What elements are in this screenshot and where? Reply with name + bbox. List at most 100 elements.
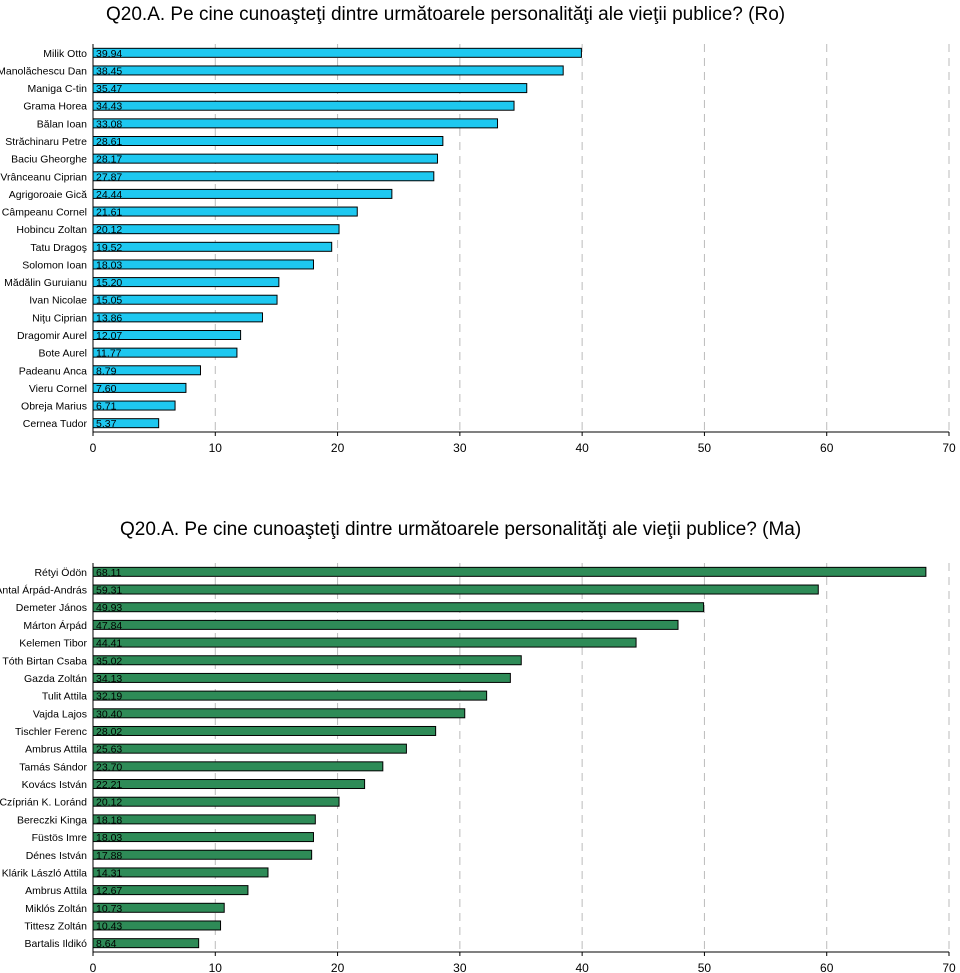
chart-title-ro: Q20.A. Pe cine cunoaşteţi dintre următoa… — [106, 4, 786, 25]
ma-bar — [92, 602, 705, 613]
ma-bar — [92, 708, 466, 719]
ma-x-tick-label: 30 — [453, 961, 467, 973]
ro-category-label: Padeanu Anca — [19, 365, 87, 377]
ma-bar — [92, 832, 314, 843]
ma-value-label: 18.18 — [96, 814, 122, 826]
ma-bar — [92, 619, 679, 630]
ro-bar — [92, 65, 564, 76]
ro-bar — [92, 365, 201, 376]
ro-x-tick-label: 20 — [331, 441, 345, 455]
ma-bar — [92, 779, 366, 790]
ma-x-tick-label: 70 — [942, 961, 956, 973]
ro-value-label: 13.86 — [96, 312, 122, 324]
chart-ma-plot: 0 10 20 30 40 50 60 70 Rétyi Ödön 68.11 Antal Árpá… — [0, 563, 956, 973]
ro-category-label: Obreja Marius — [21, 401, 87, 413]
ma-bar — [92, 938, 200, 949]
ma-category-label: Tittesz Zoltán — [24, 920, 87, 932]
ro-value-label: 28.61 — [96, 136, 122, 148]
ma-bar — [92, 743, 407, 754]
ro-category-label: Baciu Gheorghe — [11, 154, 87, 166]
chart-title-ma: Q20.A. Pe cine cunoaşteţi dintre următoa… — [120, 519, 802, 540]
ma-value-label: 30.40 — [96, 708, 122, 720]
ma-x-tick-label: 10 — [209, 961, 223, 973]
ma-value-label: 23.70 — [96, 761, 122, 773]
ro-category-label: Maniga C-tin — [27, 83, 87, 95]
ro-value-label: 6.71 — [96, 401, 117, 413]
ro-category-label: Ivan Nicolae — [29, 295, 87, 307]
ma-value-label: 14.31 — [96, 867, 122, 879]
ro-bar — [92, 382, 187, 393]
ro-bar — [92, 277, 280, 288]
ro-value-label: 35.47 — [96, 83, 122, 95]
ma-category-label: Antal Árpád-András — [0, 584, 87, 597]
ma-bar — [92, 849, 313, 860]
ma-bar — [92, 867, 269, 878]
ma-bar — [92, 690, 488, 701]
ro-bar — [92, 259, 314, 270]
ma-category-label: Ambrus Attila — [25, 744, 87, 756]
ma-category-label: Rétyi Ödön — [34, 567, 87, 579]
ma-value-label: 59.31 — [96, 585, 122, 597]
ma-bar — [92, 655, 522, 666]
ro-bar — [92, 83, 528, 94]
ro-bar — [92, 188, 393, 199]
ro-x-tick-label: 60 — [820, 441, 834, 455]
ro-x-tick-label: 0 — [90, 441, 97, 455]
ro-bar — [92, 171, 435, 182]
ma-category-label: Klárik László Attila — [2, 867, 87, 879]
ro-category-label: Solomon Ioan — [22, 259, 87, 271]
ro-category-label: Milik Otto — [43, 48, 87, 60]
ro-value-label: 24.44 — [96, 189, 122, 201]
ma-x-tick-label: 20 — [331, 961, 345, 973]
ro-value-label: 21.61 — [96, 207, 122, 219]
ma-bar — [92, 725, 437, 736]
ro-value-label: 15.05 — [96, 295, 122, 307]
ro-category-label: Hobincu Zoltan — [16, 224, 87, 236]
ma-category-label: Gazda Zoltán — [24, 673, 87, 685]
ma-category-label: Füstös Imre — [32, 832, 88, 844]
ro-bar — [92, 294, 278, 305]
ro-category-label: Mădălin Guruianu — [4, 277, 87, 289]
ma-category-label: Tischler Ferenc — [15, 726, 87, 738]
ro-x-tick-label: 10 — [209, 441, 223, 455]
ro-category-label: Dragomir Aurel — [17, 330, 87, 342]
ro-value-label: 11.77 — [96, 348, 122, 360]
ma-value-label: 68.11 — [96, 567, 122, 579]
ro-bar — [92, 47, 582, 58]
ma-category-label: Tóth Birtan Csaba — [2, 655, 87, 667]
ro-category-label: Niţu Ciprian — [32, 312, 87, 324]
chart-ro-plot: 0 10 20 30 40 50 60 70 Milik Otto 39.94 Manolăches… — [0, 44, 956, 455]
ma-category-label: Miklós Zoltán — [25, 903, 87, 915]
ro-category-label: Cernea Tudor — [23, 418, 88, 430]
ro-value-label: 28.17 — [96, 154, 122, 166]
ma-value-label: 10.73 — [96, 903, 122, 915]
ma-bar — [92, 885, 249, 896]
ro-category-label: Agrigoroaie Gică — [9, 189, 87, 201]
ro-bar — [92, 100, 515, 111]
ma-bar — [92, 920, 222, 931]
ma-value-label: 12.67 — [96, 885, 122, 897]
ro-bar — [92, 136, 444, 146]
ma-bar — [92, 761, 384, 772]
ro-bar — [92, 153, 438, 164]
ro-x-tick-label: 50 — [698, 441, 712, 455]
ro-bar — [92, 347, 238, 358]
ma-category-label: Demeter János — [16, 602, 87, 614]
ro-value-label: 33.08 — [96, 118, 122, 130]
ma-bar — [92, 637, 637, 648]
ro-category-label: Vieru Cornel — [29, 383, 87, 395]
ro-value-label: 20.12 — [96, 224, 122, 236]
ma-category-label: Márton Árpád — [23, 619, 87, 632]
ro-value-label: 27.87 — [96, 171, 122, 183]
ro-value-label: 39.94 — [96, 48, 122, 60]
ro-bar — [92, 118, 499, 129]
ro-value-label: 38.45 — [96, 65, 122, 77]
ma-x-tick-label: 60 — [820, 961, 834, 973]
ro-x-tick-label: 40 — [575, 441, 589, 455]
ro-category-label: Vrânceanu Ciprian — [0, 171, 87, 183]
ro-category-label: Manolăchescu Dan — [0, 65, 87, 77]
ro-value-label: 18.03 — [96, 259, 122, 271]
ma-category-label: Bereczki Kinga — [17, 814, 87, 826]
ro-bar — [92, 206, 358, 217]
ro-value-label: 12.07 — [96, 330, 122, 342]
